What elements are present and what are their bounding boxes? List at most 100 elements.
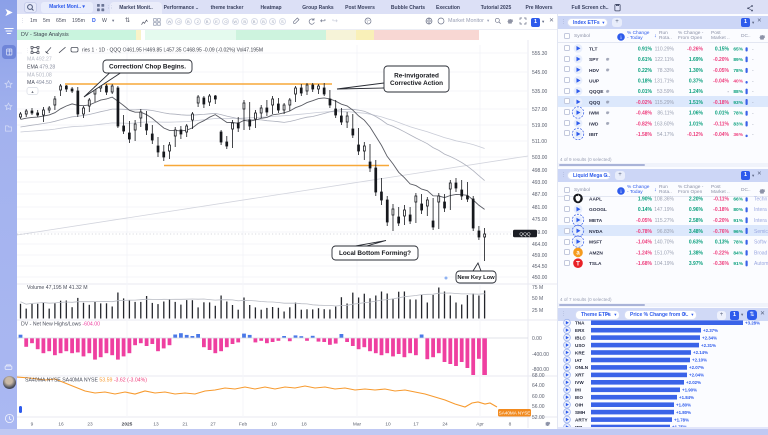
svg-text:Corrective Action: Corrective Action bbox=[390, 80, 443, 87]
svg-text:▴: ▴ bbox=[31, 89, 34, 94]
svg-text:IAT: IAT bbox=[575, 358, 582, 363]
svg-text:+1.80%: +1.80% bbox=[676, 402, 691, 407]
svg-text:27: 27 bbox=[210, 422, 216, 428]
svg-text:ries 1 · 1D · QQQ O461.95 H46: ries 1 · 1D · QQQ O461.95 H469.85 L457.3… bbox=[82, 48, 263, 54]
svg-text:-: - bbox=[752, 99, 754, 105]
svg-text:1.51%: 1.51% bbox=[689, 99, 704, 105]
svg-text:3.97%: 3.97% bbox=[689, 261, 704, 267]
svg-text:8: 8 bbox=[509, 422, 512, 428]
svg-text:-0.04%: -0.04% bbox=[713, 131, 729, 137]
svg-text:487.00: 487.00 bbox=[532, 192, 548, 198]
svg-text:40%: 40% bbox=[733, 78, 743, 84]
svg-text:23: 23 bbox=[87, 422, 93, 428]
svg-text:93%: 93% bbox=[733, 99, 743, 105]
svg-text:-0.02%: -0.02% bbox=[636, 99, 652, 105]
svg-text:0.91%: 0.91% bbox=[638, 46, 653, 52]
svg-text:-0.05%: -0.05% bbox=[636, 218, 652, 224]
svg-text:469.00: 469.00 bbox=[532, 230, 548, 236]
svg-text:18: 18 bbox=[301, 422, 307, 428]
svg-text:115.27%: 115.27% bbox=[655, 218, 675, 224]
svg-text:XRT: XRT bbox=[575, 373, 584, 378]
svg-text:56.00: 56.00 bbox=[532, 404, 545, 410]
svg-text:-: - bbox=[752, 57, 754, 63]
svg-text:108.36%: 108.36% bbox=[654, 196, 674, 202]
svg-text:60.00: 60.00 bbox=[532, 394, 545, 400]
svg-text:535.00: 535.00 bbox=[532, 89, 548, 95]
svg-text:53.59%: 53.59% bbox=[657, 89, 675, 95]
svg-text:New Key Low: New Key Low bbox=[457, 275, 495, 281]
svg-text:i: i bbox=[620, 35, 622, 41]
svg-text:+2.14%: +2.14% bbox=[693, 350, 708, 355]
svg-text:MSFT: MSFT bbox=[589, 240, 602, 246]
svg-text:EMA 479.28: EMA 479.28 bbox=[27, 65, 55, 71]
svg-text:+1.84%: +1.84% bbox=[679, 395, 694, 400]
svg-text:+2.34%: +2.34% bbox=[702, 335, 717, 340]
svg-text:131.71%: 131.71% bbox=[654, 78, 674, 84]
svg-text:+1.90%: +1.90% bbox=[682, 388, 697, 393]
svg-text:0.01%: 0.01% bbox=[715, 110, 730, 116]
svg-text:Mar: Mar bbox=[353, 422, 362, 428]
svg-text:AMZN: AMZN bbox=[589, 250, 603, 256]
svg-text:110.29%: 110.29% bbox=[655, 46, 675, 52]
svg-text:-0.05%: -0.05% bbox=[713, 67, 729, 73]
svg-text:511.00: 511.00 bbox=[532, 139, 547, 145]
svg-text:0.15%: 0.15% bbox=[715, 46, 730, 52]
svg-text:IVW: IVW bbox=[575, 380, 584, 385]
svg-text:-: - bbox=[752, 121, 754, 127]
svg-text:50 M: 50 M bbox=[532, 296, 543, 302]
svg-text:-: - bbox=[752, 110, 754, 116]
svg-text:Broad: Broad bbox=[754, 250, 768, 256]
svg-text:MA 501.08: MA 501.08 bbox=[27, 73, 52, 79]
svg-text:64.00: 64.00 bbox=[532, 383, 545, 389]
svg-text:-0.76%: -0.76% bbox=[713, 229, 729, 235]
svg-text:GOOGL: GOOGL bbox=[589, 207, 607, 213]
svg-text:+2.02%: +2.02% bbox=[686, 380, 701, 385]
svg-text:i: i bbox=[620, 189, 622, 195]
svg-text:Apr: Apr bbox=[476, 422, 484, 428]
svg-text:DV - Net New Highs/Lows -604.: DV - Net New Highs/Lows -604.00 bbox=[21, 322, 100, 328]
svg-text:-: - bbox=[752, 89, 754, 95]
svg-text:ERX: ERX bbox=[575, 328, 585, 333]
svg-text:TNA: TNA bbox=[575, 321, 585, 326]
svg-text:163.60%: 163.60% bbox=[654, 121, 674, 127]
svg-text:78.33%: 78.33% bbox=[657, 67, 675, 73]
svg-text:MA 494.50: MA 494.50 bbox=[27, 80, 52, 86]
svg-text:T: T bbox=[576, 261, 580, 268]
svg-text:ARTY: ARTY bbox=[575, 417, 588, 422]
svg-text:25 M: 25 M bbox=[532, 308, 543, 314]
svg-text:-0.20%: -0.20% bbox=[713, 57, 729, 63]
svg-text:52.00: 52.00 bbox=[532, 415, 545, 421]
svg-text:9: 9 bbox=[31, 422, 34, 428]
svg-text:TLT: TLT bbox=[589, 46, 598, 52]
svg-text:NVDA: NVDA bbox=[589, 229, 603, 235]
svg-text:89%: 89% bbox=[733, 57, 743, 63]
svg-text:84%: 84% bbox=[733, 250, 743, 256]
svg-text:Semic: Semic bbox=[754, 229, 768, 235]
svg-text:USO: USO bbox=[575, 343, 585, 348]
svg-text:SA40MA NYSE: SA40MA NYSE bbox=[499, 410, 531, 415]
svg-text:IWM: IWM bbox=[589, 110, 599, 116]
svg-text:36%: 36% bbox=[733, 131, 743, 137]
svg-text:-0.48%: -0.48% bbox=[636, 110, 652, 116]
svg-text:545.00: 545.00 bbox=[532, 70, 548, 76]
svg-text:META: META bbox=[589, 218, 603, 224]
svg-text:Intera: Intera bbox=[754, 207, 767, 213]
svg-text:527.00: 527.00 bbox=[532, 107, 548, 113]
svg-text:QQQE: QQQE bbox=[589, 89, 604, 95]
svg-text:0.22%: 0.22% bbox=[638, 67, 653, 73]
svg-text:1.30%: 1.30% bbox=[689, 67, 704, 73]
svg-text:0.14%: 0.14% bbox=[638, 207, 653, 213]
svg-text:Softw: Softw bbox=[754, 240, 767, 246]
svg-text:IBLC: IBLC bbox=[575, 335, 586, 340]
svg-text:-0.20%: -0.20% bbox=[713, 218, 729, 224]
svg-text:-0.04%: -0.04% bbox=[713, 78, 729, 84]
svg-text:+2.37%: +2.37% bbox=[703, 328, 718, 333]
svg-text:104.19%: 104.19% bbox=[654, 261, 674, 267]
svg-text:2.58%: 2.58% bbox=[689, 218, 704, 224]
svg-text:-0.18%: -0.18% bbox=[713, 99, 729, 105]
svg-text:+1.80%: +1.80% bbox=[676, 410, 691, 415]
svg-text:83%: 83% bbox=[733, 121, 743, 127]
svg-text:Re-invigorated: Re-invigorated bbox=[394, 73, 439, 80]
svg-text:498.00: 498.00 bbox=[532, 168, 548, 174]
svg-text:10: 10 bbox=[385, 422, 391, 428]
